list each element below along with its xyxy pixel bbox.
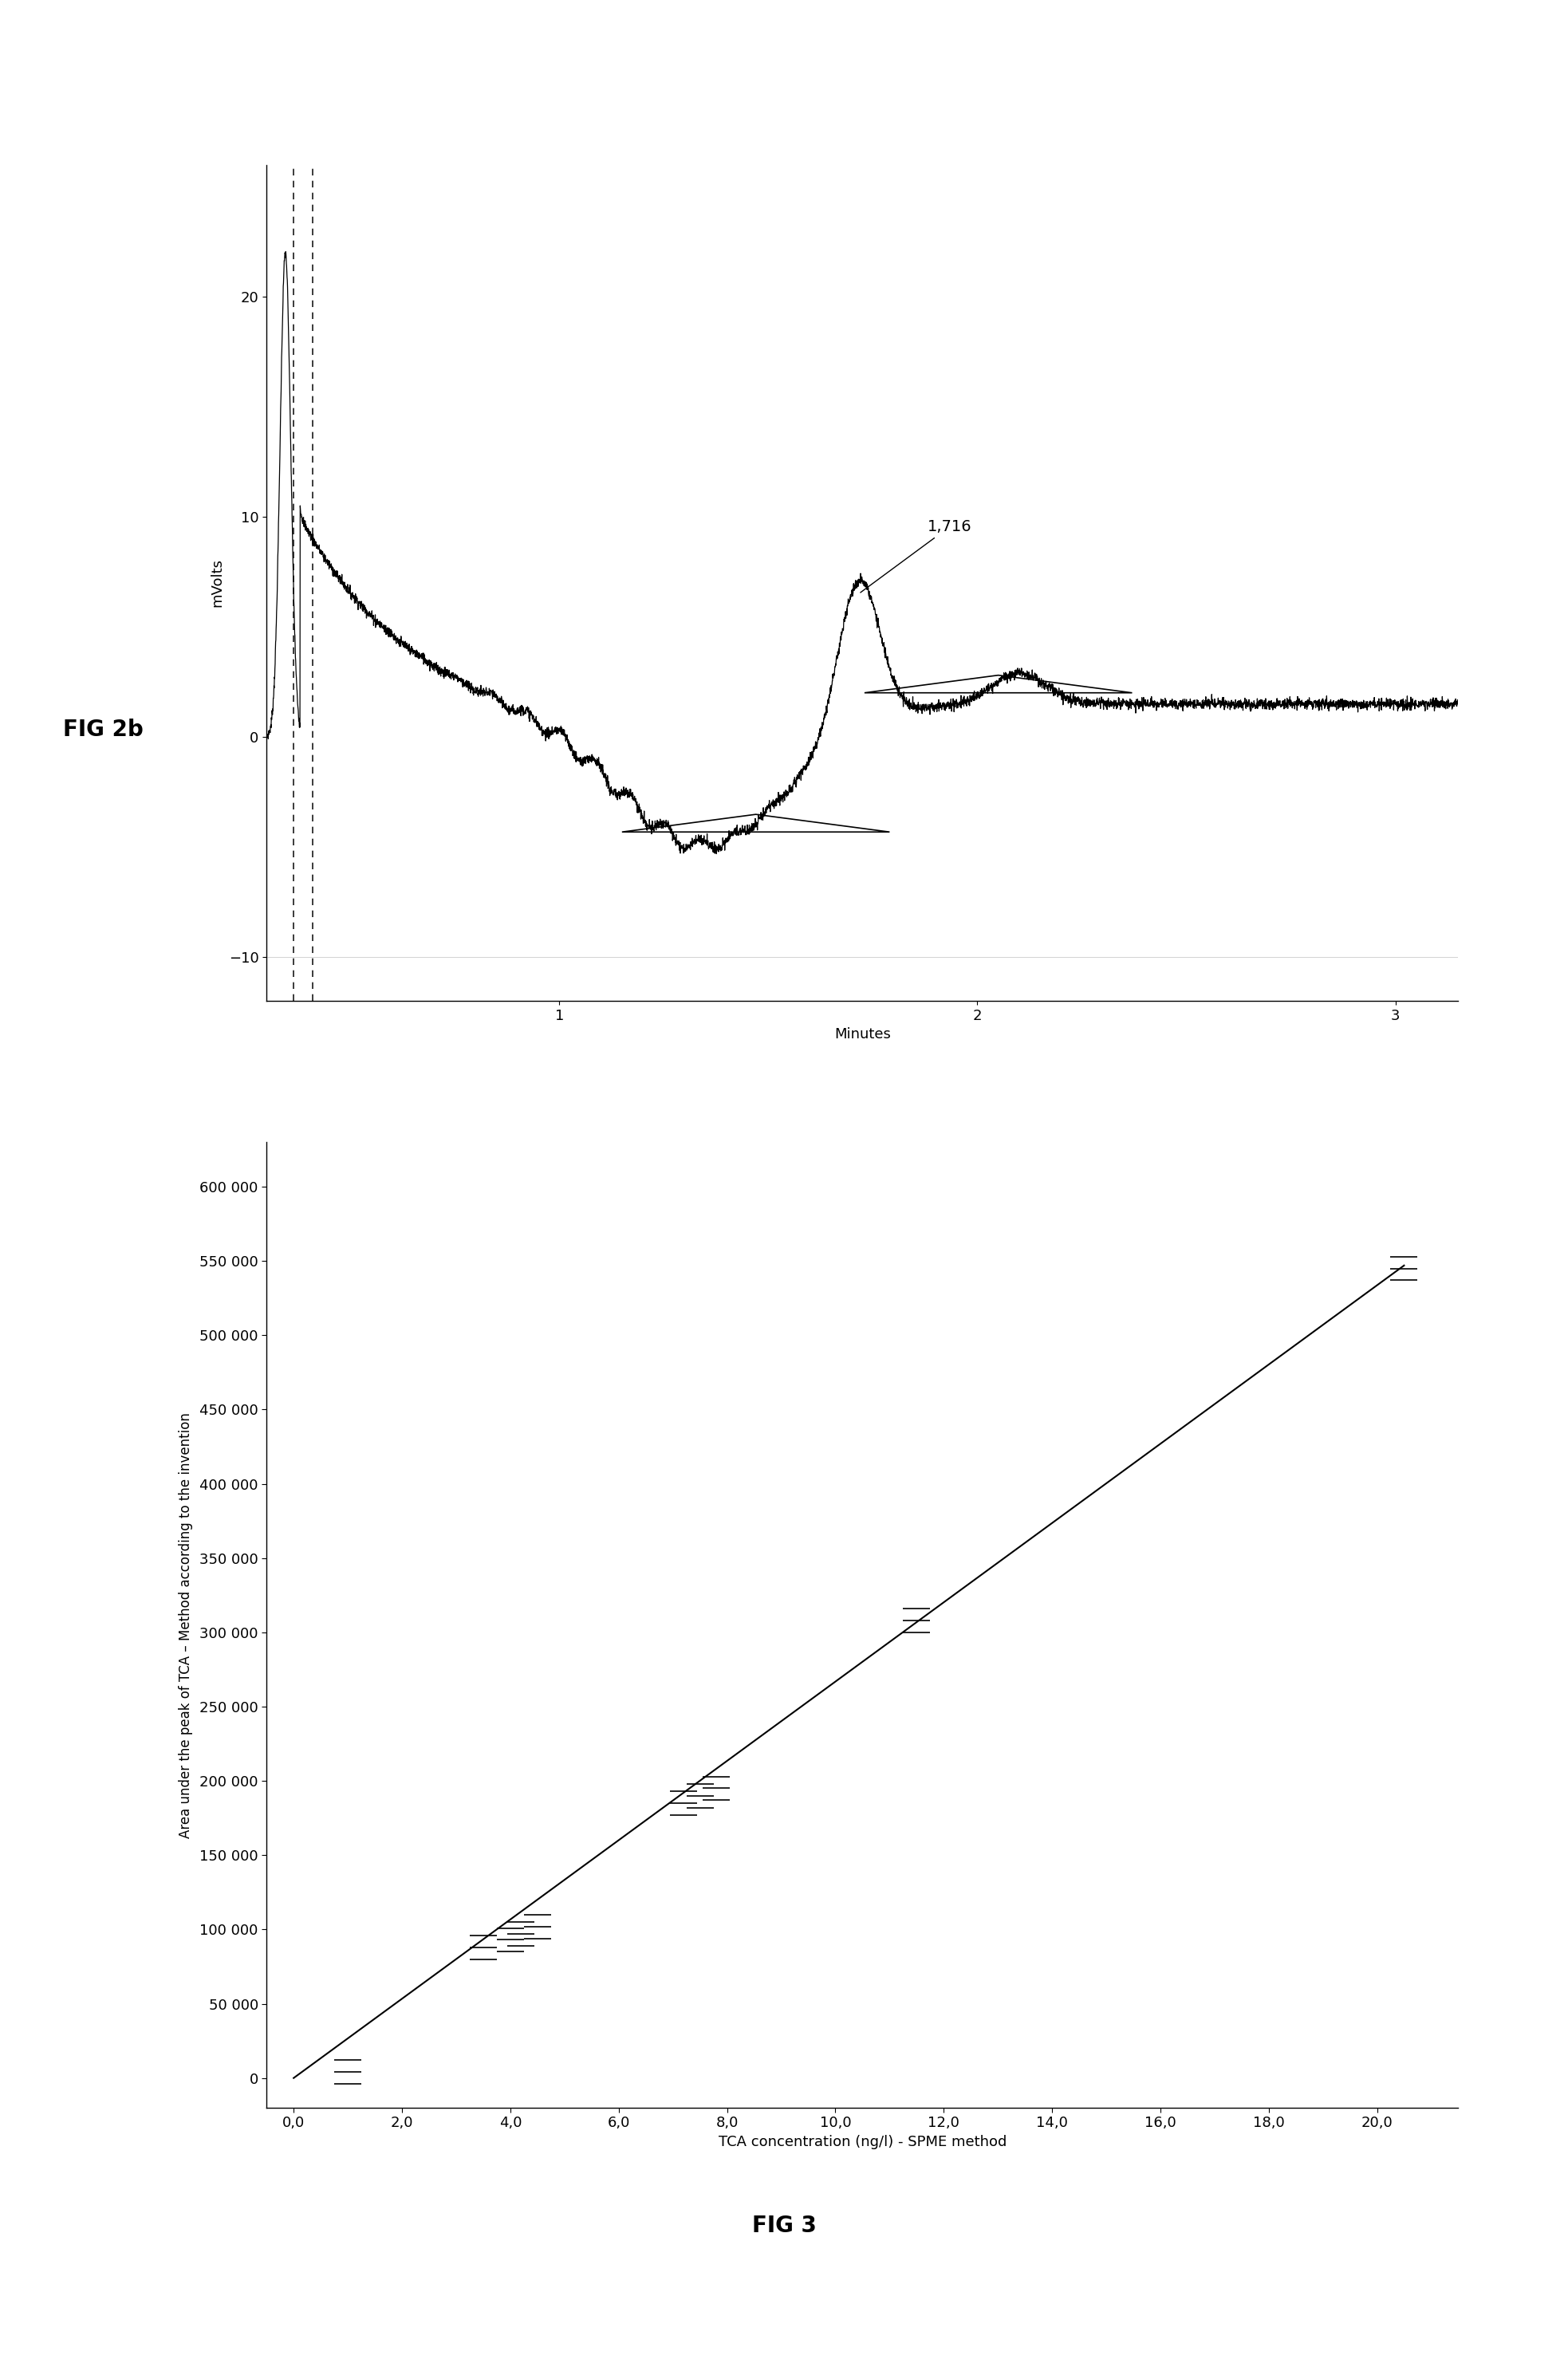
X-axis label: TCA concentration (ng/l) - SPME method: TCA concentration (ng/l) - SPME method <box>718 2136 1007 2150</box>
Text: FIG 3: FIG 3 <box>751 2214 817 2237</box>
Text: 1,716: 1,716 <box>861 520 972 593</box>
X-axis label: Minutes: Minutes <box>834 1027 891 1041</box>
Y-axis label: Area under the peak of TCA – Method according to the invention: Area under the peak of TCA – Method acco… <box>179 1413 193 1837</box>
Text: FIG 2b: FIG 2b <box>63 718 143 742</box>
Y-axis label: mVolts: mVolts <box>210 558 224 608</box>
